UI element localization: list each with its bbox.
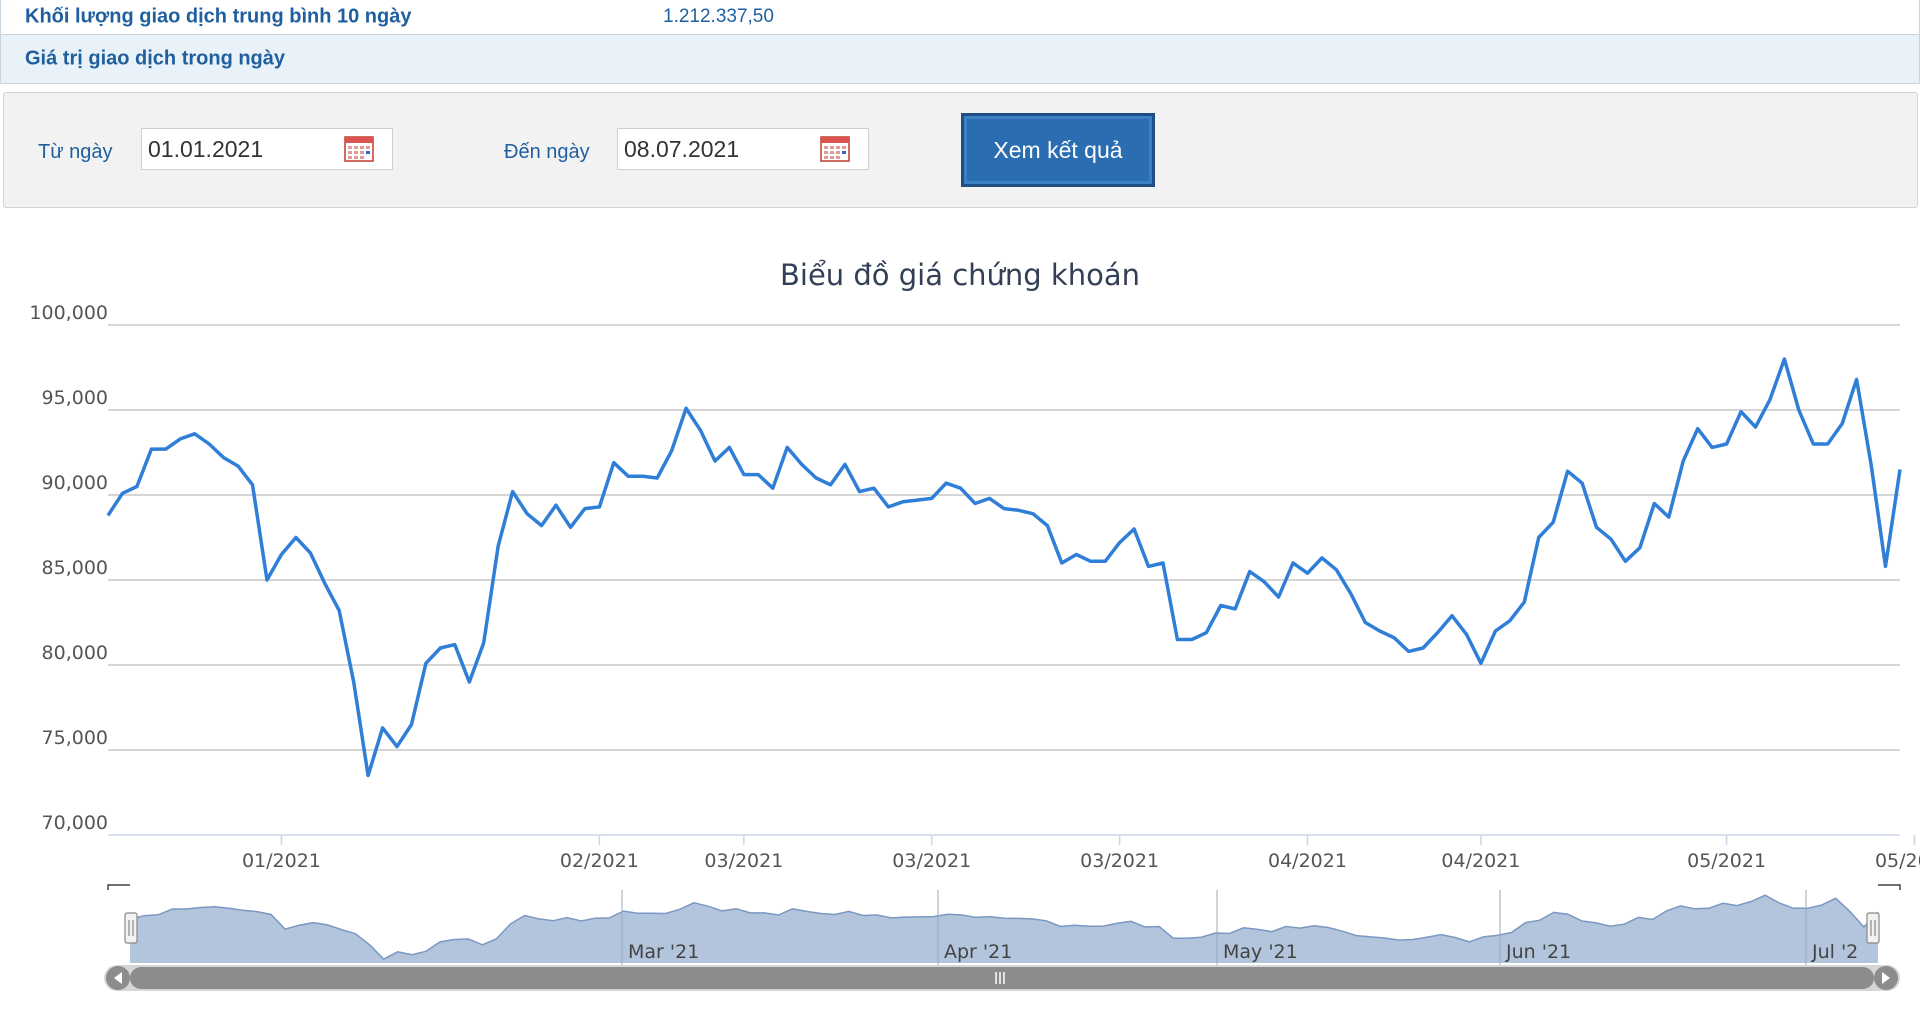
navigator-line: [129, 894, 1879, 961]
navigator-label: Jul '2: [1811, 941, 1858, 963]
navigator-label: Jun '21: [1505, 941, 1571, 963]
info-row-day-value: Giá trị giao dịch trong ngày: [1, 35, 1919, 84]
y-tick-label: 100,000: [29, 302, 108, 324]
stock-price-chart: Biểu đồ giá chứng khoán 70,000 75,000 80,0…: [29, 258, 1920, 1000]
x-tick-label: 03/2021: [704, 850, 783, 872]
from-date-label: Từ ngày: [38, 141, 113, 163]
x-tick-label: 02/2021: [560, 850, 639, 872]
navigator-left-bracket: [107, 884, 130, 890]
x-tick-label: 03/2021: [892, 850, 971, 872]
scrollbar-thumb[interactable]: [130, 967, 1874, 989]
calendar-icon[interactable]: [820, 136, 850, 162]
arrow-right-icon: [1882, 972, 1890, 984]
y-axis-ticks: 70,000 75,000 80,000 85,000 90,000 95,000 100,…: [29, 302, 108, 834]
y-tick-label: 75,000: [42, 727, 108, 749]
info-label: Khối lượng giao dịch trung bình 10 ngày: [25, 5, 412, 28]
y-tick-label: 95,000: [42, 387, 108, 409]
x-tick-label: 03/2021: [1080, 850, 1159, 872]
y-tick-label: 85,000: [42, 557, 108, 579]
navigator-grid: [621, 890, 1807, 965]
x-tick-label: 04/2021: [1268, 850, 1347, 872]
view-results-button[interactable]: Xem kết quả: [961, 113, 1155, 187]
from-date-input[interactable]: [148, 135, 338, 163]
price-series-line: [106, 357, 1902, 778]
navigator-label: Mar '21: [628, 941, 699, 963]
info-value: 1.212.337,50: [663, 6, 774, 27]
to-date-label: Đến ngày: [504, 141, 590, 163]
scrollbar[interactable]: [104, 965, 1900, 991]
x-axis-ticks: 01/2021 02/2021 03/2021 03/2021 03/2021 04/20…: [242, 835, 1920, 872]
y-tick-label: 80,000: [42, 642, 108, 664]
navigator-label: Apr '21: [944, 941, 1012, 963]
scrollbar-grip-icon: [995, 972, 1005, 984]
x-tick-label: 05/2021: [1875, 850, 1920, 872]
grid-lines: [108, 324, 1900, 751]
scroll-left-button[interactable]: [106, 966, 130, 990]
navigator-right-bracket: [1878, 884, 1901, 890]
navigator-right-handle[interactable]: [1866, 912, 1880, 944]
to-date-box: [617, 128, 869, 170]
info-table: Khối lượng giao dịch trung bình 10 ngày …: [0, 0, 1920, 84]
info-label: Giá trị giao dịch trong ngày: [25, 47, 286, 70]
chart-title: Biểu đồ giá chứng khoán: [780, 258, 1140, 292]
date-filter-panel: Từ ngày Đến ngày Xem kết quả: [3, 92, 1918, 208]
arrow-left-icon: [114, 972, 122, 984]
navigator-label: May '21: [1223, 941, 1298, 963]
navigator-area: [130, 895, 1878, 963]
x-tick-label: 04/2021: [1441, 850, 1520, 872]
y-tick-label: 70,000: [42, 812, 108, 834]
info-row-avg-volume: Khối lượng giao dịch trung bình 10 ngày …: [1, 0, 1919, 35]
y-tick-label: 90,000: [42, 472, 108, 494]
x-tick-label: 05/2021: [1687, 850, 1766, 872]
to-date-input[interactable]: [624, 135, 814, 163]
price-series-points: [106, 357, 1902, 778]
scroll-right-button[interactable]: [1874, 966, 1898, 990]
calendar-icon[interactable]: [344, 136, 374, 162]
navigator-labels: Mar '21 Apr '21 May '21 Jun '21 Jul '2: [628, 941, 1858, 963]
x-tick-label: 01/2021: [242, 850, 321, 872]
navigator-left-handle[interactable]: [124, 912, 138, 944]
from-date-box: [141, 128, 393, 170]
